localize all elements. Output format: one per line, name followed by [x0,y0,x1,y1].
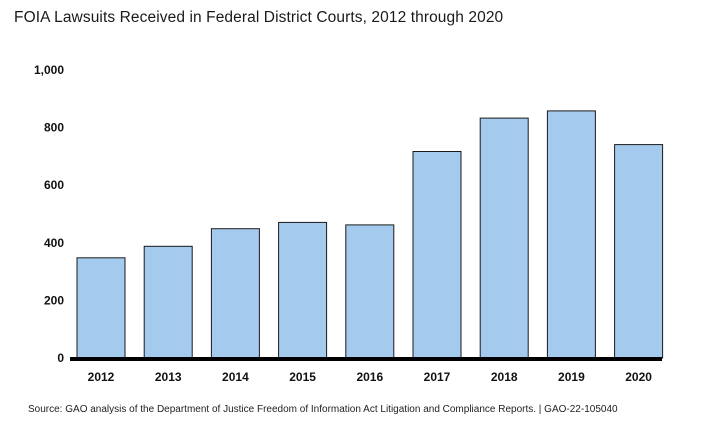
bar-2020 [614,144,664,359]
x-tick-label: 2013 [155,370,182,384]
x-tick-label: 2012 [88,370,115,384]
x-tick-label: 2020 [625,370,652,384]
y-tick-label: 600 [44,178,64,192]
bars [76,110,664,359]
x-tick-label: 2017 [424,370,451,384]
y-tick-label: 400 [44,236,64,250]
bar-2017 [412,151,462,359]
y-tick-label: 200 [44,293,64,307]
bar-2016 [345,224,395,359]
bar-2019 [546,110,596,359]
x-tick-label: 2015 [289,370,316,384]
x-axis-ticks: 2012 2013 2014 2015 2016 2017 2018 2019 2020 [88,370,653,384]
bar-2013 [143,245,193,359]
source-note: Source: GAO analysis of the Department o… [28,404,618,415]
bar-2015 [278,221,328,359]
bar-2014 [210,228,260,359]
y-tick-label: 1,000 [34,63,64,77]
x-tick-label: 2016 [356,370,383,384]
y-tick-label: 800 [44,121,64,135]
bar-2012 [76,257,126,359]
bar-2018 [479,117,529,359]
x-tick-label: 2019 [558,370,585,384]
x-tick-label: 2018 [491,370,518,384]
x-tick-label: 2014 [222,370,249,384]
y-tick-label: 0 [57,351,64,365]
chart-title: FOIA Lawsuits Received in Federal Distri… [14,9,504,26]
y-axis-ticks: 0 200 400 600 800 1,000 [34,63,64,365]
